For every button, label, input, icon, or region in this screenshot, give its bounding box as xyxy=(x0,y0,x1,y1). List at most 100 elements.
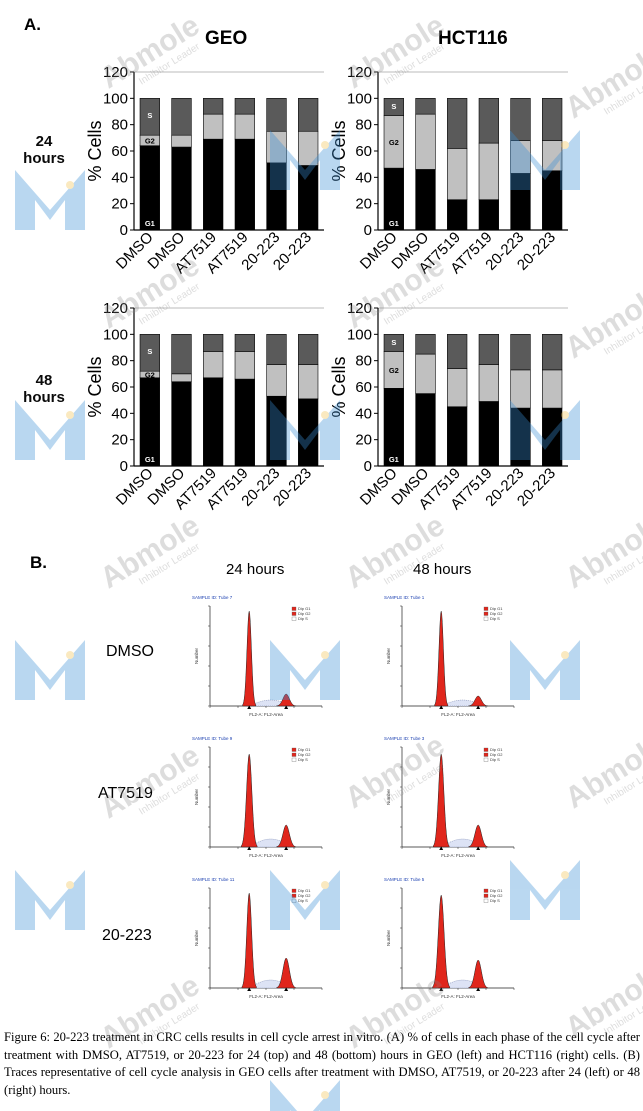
svg-text:Inhibitor Leader: Inhibitor Leader xyxy=(137,541,202,588)
trace-g1-peak xyxy=(241,753,258,848)
bar-segment-g1 xyxy=(510,407,531,467)
y-tick-label: 80 xyxy=(111,353,128,370)
bar-segment-s xyxy=(542,334,563,371)
trace-legend-swatch xyxy=(291,616,297,621)
y-axis-label: % Cells xyxy=(329,120,349,181)
bar-segment-s xyxy=(234,98,255,115)
trace-y-label: Number xyxy=(194,930,199,947)
bar-segment-s xyxy=(266,98,287,132)
y-tick-label: 120 xyxy=(347,300,372,317)
bar-segment-g1 xyxy=(234,138,255,231)
trace-legend-swatch xyxy=(291,606,297,611)
bar-segment-g1 xyxy=(234,378,255,467)
row-label-48-hours: 48 hours xyxy=(18,372,70,406)
trace-title: SAMPLE ID: Tube 9 xyxy=(192,736,233,741)
trace-peak-marker xyxy=(247,846,252,850)
segment-label-s: S xyxy=(147,111,152,120)
segment-label-g2: G2 xyxy=(389,366,399,375)
bar-segment-s xyxy=(234,334,255,352)
trace-g2-peak xyxy=(276,824,297,848)
trace-legend-label: Dip G2 xyxy=(298,893,311,898)
row-label-24-unit: hours xyxy=(23,150,65,167)
bar-segment-s xyxy=(298,334,319,365)
bar-segment-g2 xyxy=(203,113,224,140)
panel-b-label: B. xyxy=(30,553,47,572)
trace-legend-label: Dip G1 xyxy=(490,888,503,893)
trace-peak-marker xyxy=(247,705,252,709)
y-tick-label: 40 xyxy=(355,169,372,186)
bar-segment-g1 xyxy=(266,395,287,467)
trace-g1-peak xyxy=(432,894,451,989)
y-tick-label: 20 xyxy=(111,432,128,449)
svg-text:Abmole: Abmole xyxy=(560,509,643,595)
trace-row-dmso: DMSO xyxy=(106,643,154,660)
trace-row-20-223: 20-223 xyxy=(102,927,152,944)
trace-x-label: FL2-A: FL2-Area xyxy=(441,712,475,717)
trace-x-label: FL2-A: FL2-Area xyxy=(441,853,475,858)
watermark-logo-icon xyxy=(15,640,85,700)
trace-peak-marker xyxy=(284,846,289,850)
svg-text:Abmole: Abmole xyxy=(560,279,643,365)
svg-text:Inhibitor Leader: Inhibitor Leader xyxy=(602,541,643,588)
bar-segment-g2 xyxy=(415,353,436,394)
trace-column-24h: 24 hours xyxy=(226,561,285,578)
trace-y-label: Number xyxy=(194,789,199,806)
trace-y-label: Number xyxy=(386,930,391,947)
bar-segment-g2 xyxy=(447,148,468,201)
bar-segment-g1 xyxy=(510,173,531,231)
trace-peak-marker xyxy=(247,987,252,991)
segment-label-g2: G2 xyxy=(145,136,155,145)
svg-text:Abmole: Abmole xyxy=(560,729,643,815)
trace-title: SAMPLE ID: Tube 5 xyxy=(384,877,425,882)
trace-legend-swatch xyxy=(291,893,297,898)
bar-segment-s xyxy=(542,98,563,141)
trace-legend-swatch xyxy=(291,757,297,762)
trace-g2-peak xyxy=(276,693,297,707)
trace-title: SAMPLE ID: Tube 1 xyxy=(384,595,425,600)
watermark-logo-icon xyxy=(15,170,85,230)
trace-peak-marker xyxy=(439,846,444,850)
trace-legend-label: Dip S xyxy=(490,757,500,762)
trace-g2-peak xyxy=(468,824,489,848)
trace-legend-swatch xyxy=(483,893,489,898)
bar-segment-g1 xyxy=(203,138,224,231)
row-label-24-number: 24 xyxy=(35,133,53,150)
trace-peak-marker xyxy=(476,846,481,850)
bar-segment-g2 xyxy=(171,373,192,383)
bar-segment-s xyxy=(139,334,160,372)
bar-segment-g1 xyxy=(415,393,436,467)
bar-segment-g2 xyxy=(298,130,319,166)
trace-legend-swatch xyxy=(483,752,489,757)
trace-title: SAMPLE ID: Tube 3 xyxy=(384,736,425,741)
bar-segment-s xyxy=(171,334,192,375)
trace-row-at7519: AT7519 xyxy=(98,785,153,802)
trace-peak-marker xyxy=(439,987,444,991)
bar-segment-g1 xyxy=(542,170,563,231)
trace-g2-peak xyxy=(276,957,297,989)
segment-label-s: S xyxy=(147,347,152,356)
y-tick-label: 100 xyxy=(347,90,372,107)
trace-legend-swatch xyxy=(291,888,297,893)
bar-segment-s xyxy=(383,98,404,116)
svg-text:Abmole: Abmole xyxy=(560,39,643,125)
column-title-hct116: HCT116 xyxy=(438,28,508,49)
bar-segment-s xyxy=(298,98,319,132)
trace-peak-marker xyxy=(439,705,444,709)
bar-segment-g2 xyxy=(542,369,563,409)
y-tick-label: 80 xyxy=(355,117,372,134)
bar-segment-g1 xyxy=(478,199,499,231)
bar-segment-g1 xyxy=(298,398,319,467)
bar-segment-s xyxy=(203,334,224,352)
trace-legend-label: Dip S xyxy=(298,616,308,621)
segment-label-g1: G1 xyxy=(389,455,399,464)
y-axis-label: % Cells xyxy=(85,120,105,181)
trace-legend-label: Dip G2 xyxy=(298,611,311,616)
bar-segment-g2 xyxy=(203,351,224,379)
bar-segment-s xyxy=(415,98,436,115)
y-tick-label: 0 xyxy=(120,458,128,475)
